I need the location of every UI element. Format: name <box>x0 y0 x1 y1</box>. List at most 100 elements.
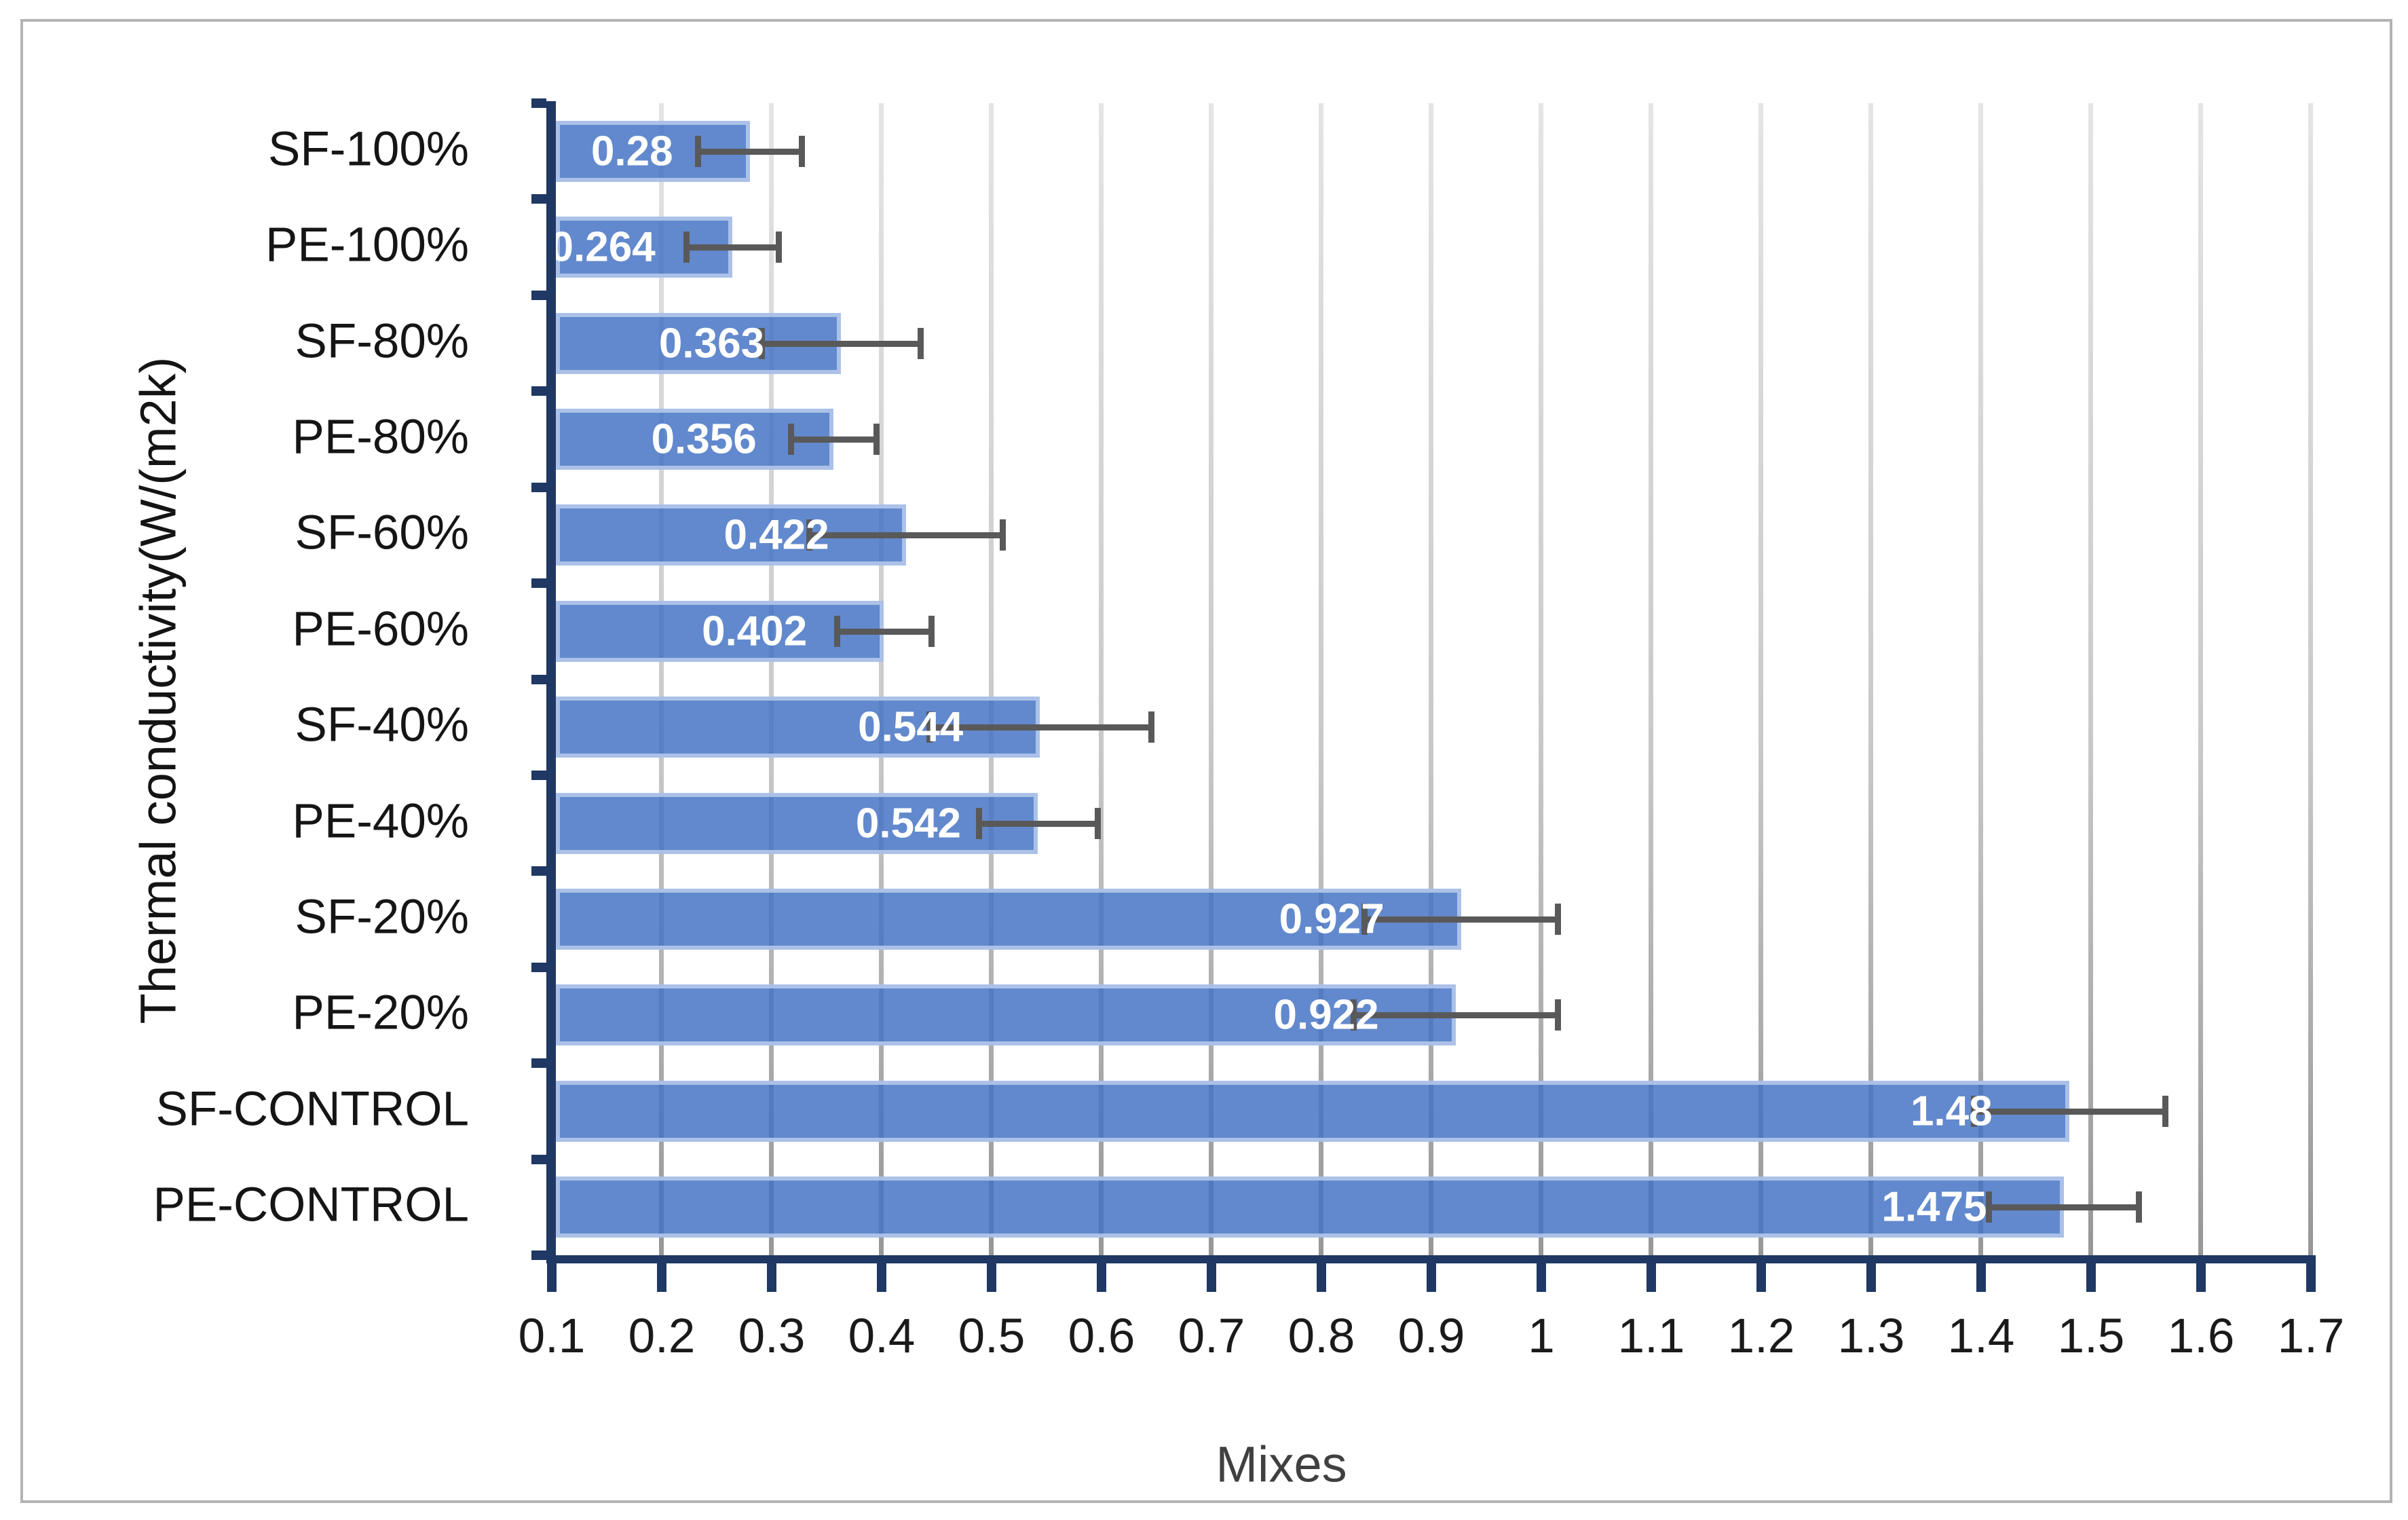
x-tick-label: 0.1 <box>518 1310 586 1363</box>
y-axis-tick <box>531 194 546 204</box>
bar-pe-40% <box>556 792 1038 854</box>
error-bar-cap-minus <box>759 327 766 359</box>
y-axis-tick <box>531 866 546 876</box>
error-bar-cap-plus <box>873 423 880 455</box>
category-label-pe-control: PE-CONTROL <box>153 1178 470 1232</box>
category-label-pe-100%: PE-100% <box>265 218 469 272</box>
error-bar-cap-minus <box>683 231 690 263</box>
error-bar-cap-plus <box>917 327 924 359</box>
gridline <box>1758 103 1763 1255</box>
x-axis-tick <box>1976 1263 1986 1292</box>
gridline <box>2308 103 2313 1255</box>
x-axis-tick <box>1756 1263 1766 1292</box>
y-axis-tick <box>531 386 546 396</box>
plot-area: Thermal conductivity(W/(m2k) Mixes 0.28 S… <box>23 22 2390 1500</box>
error-bar <box>809 532 1003 539</box>
x-tick-label: 0.4 <box>848 1310 916 1363</box>
error-bar-cap-plus <box>2162 1095 2168 1127</box>
error-bar <box>978 820 1097 827</box>
x-tick-label: 0.3 <box>738 1310 806 1363</box>
error-bar-cap-plus <box>2135 1191 2142 1223</box>
x-axis-tick <box>547 1263 557 1292</box>
x-tick-label: 1.6 <box>2167 1310 2235 1363</box>
error-bar-cap-minus <box>1986 1191 1993 1223</box>
error-bar <box>1989 1204 2139 1211</box>
error-bar <box>1353 1012 1558 1019</box>
y-axis-tick <box>531 578 546 589</box>
error-bar-cap-minus <box>975 807 982 839</box>
bar-value-label: 0.356 <box>651 415 757 463</box>
y-axis-tick <box>531 290 546 300</box>
error-bar-cap-minus <box>1350 999 1357 1031</box>
y-axis-line <box>546 101 556 1263</box>
error-bar-cap-plus <box>798 135 805 167</box>
error-bar <box>1973 1108 2165 1115</box>
bar-pe-20% <box>556 984 1456 1046</box>
bar-value-label: 0.927 <box>1279 895 1385 943</box>
bar-value-label: 0.264 <box>550 223 656 271</box>
error-bar-cap-plus <box>1555 999 1562 1031</box>
category-label-sf-20%: SF-20% <box>295 890 469 944</box>
category-label-sf-100%: SF-100% <box>268 122 469 176</box>
y-axis-tick <box>531 962 546 972</box>
error-bar-cap-minus <box>1361 904 1368 935</box>
error-bar-cap-plus <box>1555 904 1562 935</box>
error-bar <box>836 628 931 635</box>
x-axis-tick <box>2086 1263 2096 1292</box>
gridline <box>1319 103 1323 1255</box>
x-tick-label: 1.5 <box>2057 1310 2125 1363</box>
gridline <box>1539 103 1543 1255</box>
x-axis-tick <box>2196 1263 2206 1292</box>
y-axis-tick <box>531 482 546 492</box>
bar-value-label: 1.475 <box>1881 1183 1987 1231</box>
y-axis-tick <box>531 770 546 780</box>
error-bar-cap-minus <box>833 615 840 647</box>
gridline <box>1649 103 1653 1255</box>
x-tick-label: 1.7 <box>2277 1310 2345 1363</box>
bar-value-label: 0.542 <box>855 800 962 847</box>
bar-value-label: 1.48 <box>1910 1088 1993 1135</box>
x-axis-line <box>546 1255 2316 1263</box>
x-axis-tick <box>1207 1263 1216 1292</box>
error-bar <box>928 724 1151 731</box>
x-axis-tick <box>1097 1263 1106 1292</box>
y-axis-tick <box>531 674 546 684</box>
x-tick-label: 1.3 <box>1837 1310 1905 1363</box>
category-label-pe-80%: PE-80% <box>292 410 469 464</box>
gridline <box>1868 103 1873 1255</box>
x-tick-label: 1 <box>1528 1310 1555 1363</box>
chart-frame: Thermal conductivity(W/(m2k) Mixes 0.28 S… <box>20 19 2392 1503</box>
category-label-pe-60%: PE-60% <box>292 602 469 656</box>
y-axis-tick <box>531 1154 546 1164</box>
error-bar-cap-minus <box>1970 1095 1977 1127</box>
error-bar-cap-minus <box>926 711 933 743</box>
bar-value-label: 0.422 <box>723 511 829 559</box>
error-bar <box>698 148 802 155</box>
error-bar-cap-minus <box>695 135 702 167</box>
x-tick-label: 0.2 <box>628 1310 696 1363</box>
x-axis-tick <box>1647 1263 1656 1292</box>
bar-value-label: 0.28 <box>590 128 673 175</box>
category-label-sf-60%: SF-60% <box>295 506 469 560</box>
gridline <box>1429 103 1433 1255</box>
error-bar <box>1364 916 1558 923</box>
x-axis-tick <box>2306 1263 2316 1292</box>
bar-sf-control <box>556 1080 2069 1142</box>
error-bar <box>790 436 876 443</box>
error-bar-cap-plus <box>1000 519 1007 551</box>
x-tick-label: 1.2 <box>1727 1310 1795 1363</box>
gridline <box>2198 103 2203 1255</box>
bar-pe-control <box>556 1176 2064 1238</box>
category-label-sf-80%: SF-80% <box>295 314 469 368</box>
x-axis-tick <box>877 1263 886 1292</box>
bar-value-label: 0.922 <box>1273 991 1379 1039</box>
gridline <box>1978 103 1983 1255</box>
category-label-pe-40%: PE-40% <box>292 794 469 848</box>
error-bar-cap-plus <box>775 231 782 263</box>
x-axis-tick <box>1317 1263 1326 1292</box>
gridline <box>659 103 664 1255</box>
gridline <box>989 103 994 1255</box>
x-axis-tick <box>1537 1263 1546 1292</box>
gridline <box>879 103 884 1255</box>
category-label-sf-control: SF-CONTROL <box>155 1082 470 1136</box>
